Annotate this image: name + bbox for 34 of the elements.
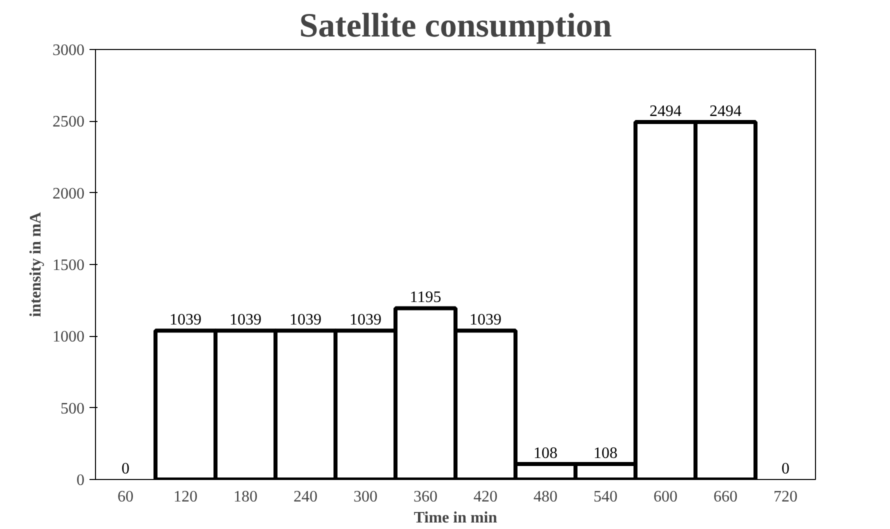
- data-label: 108: [594, 445, 618, 462]
- x-tick-label: 720: [774, 488, 798, 506]
- data-label: 1039: [230, 312, 262, 329]
- y-axis-title: intensity in mA: [28, 212, 44, 317]
- data-label: 2494: [650, 103, 682, 120]
- x-tick-label: 540: [594, 488, 618, 506]
- x-tick-label: 660: [714, 488, 738, 506]
- y-tick-label: 2000: [52, 185, 84, 202]
- x-tick-label: 360: [414, 488, 438, 506]
- y-tick-label: 1000: [52, 328, 84, 346]
- data-label: 1195: [410, 289, 442, 306]
- x-tick-label: 180: [234, 488, 258, 506]
- x-tick-label: 120: [174, 488, 198, 506]
- data-label: 1039: [170, 312, 202, 329]
- y-tick-label: 3000: [52, 42, 84, 59]
- x-tick-label: 420: [474, 488, 498, 506]
- data-label: 2494: [710, 103, 742, 120]
- chart-title: Satellite consumption: [299, 8, 612, 44]
- x-tick-label: 60: [118, 488, 134, 506]
- x-tick-label: 300: [354, 488, 378, 506]
- x-tick-label: 480: [534, 488, 558, 506]
- data-label: 0: [782, 460, 790, 478]
- data-label: 0: [122, 460, 130, 478]
- x-axis-title: Time in min: [414, 510, 498, 526]
- x-tick-label: 240: [294, 488, 318, 506]
- x-tick-label: 600: [654, 488, 678, 506]
- y-tick-label: 0: [76, 472, 84, 489]
- data-label: 1039: [290, 312, 322, 329]
- y-tick-label: 2500: [52, 114, 84, 131]
- y-tick-label: 1500: [52, 257, 84, 274]
- y-tick-label: 500: [60, 400, 84, 418]
- data-label: 1039: [470, 312, 502, 329]
- data-label: 1039: [350, 312, 382, 329]
- data-label: 108: [534, 445, 558, 462]
